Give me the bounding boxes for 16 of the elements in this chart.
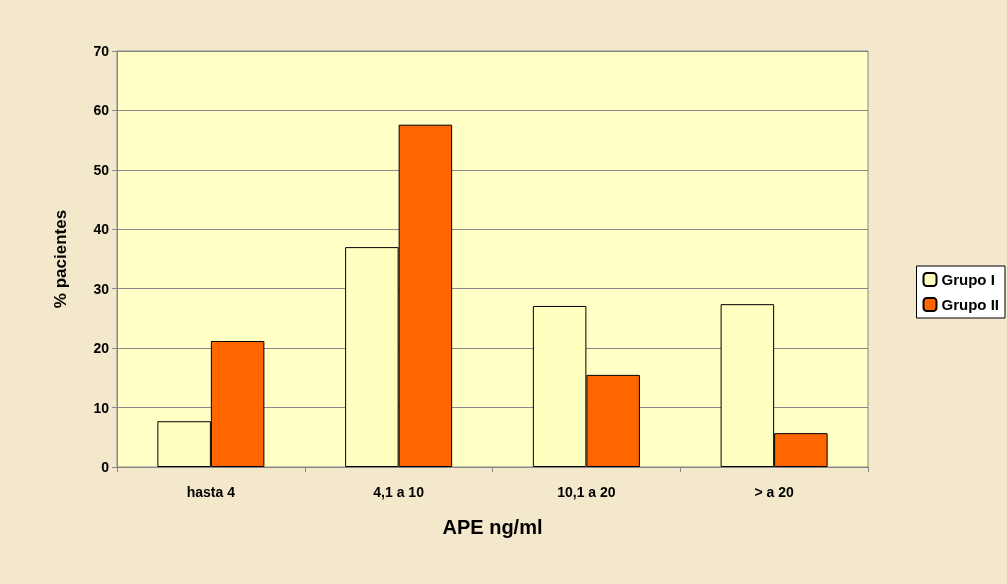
x-tick-label: hasta 4 (186, 484, 236, 500)
x-tick-label: 10,1 a 20 (557, 484, 616, 500)
y-tick-label: 40 (93, 221, 110, 238)
x-tick-label: 4,1 a 10 (373, 484, 425, 500)
y-axis-title: % pacientes (51, 209, 70, 309)
y-tick-label: 30 (93, 280, 110, 297)
x-tick-label: > a 20 (754, 484, 794, 500)
y-tick-label: 50 (93, 161, 110, 178)
y-tick-label: 70 (93, 43, 110, 59)
x-axis-title: APE ng/ml (442, 516, 543, 538)
y-tick-label: 0 (101, 459, 110, 475)
y-tick-label: 60 (93, 102, 110, 119)
y-tick-label: 10 (93, 399, 110, 416)
legend-label: Grupo I (941, 271, 995, 288)
y-tick-label: 20 (93, 340, 110, 357)
legend-label: Grupo II (941, 296, 999, 313)
